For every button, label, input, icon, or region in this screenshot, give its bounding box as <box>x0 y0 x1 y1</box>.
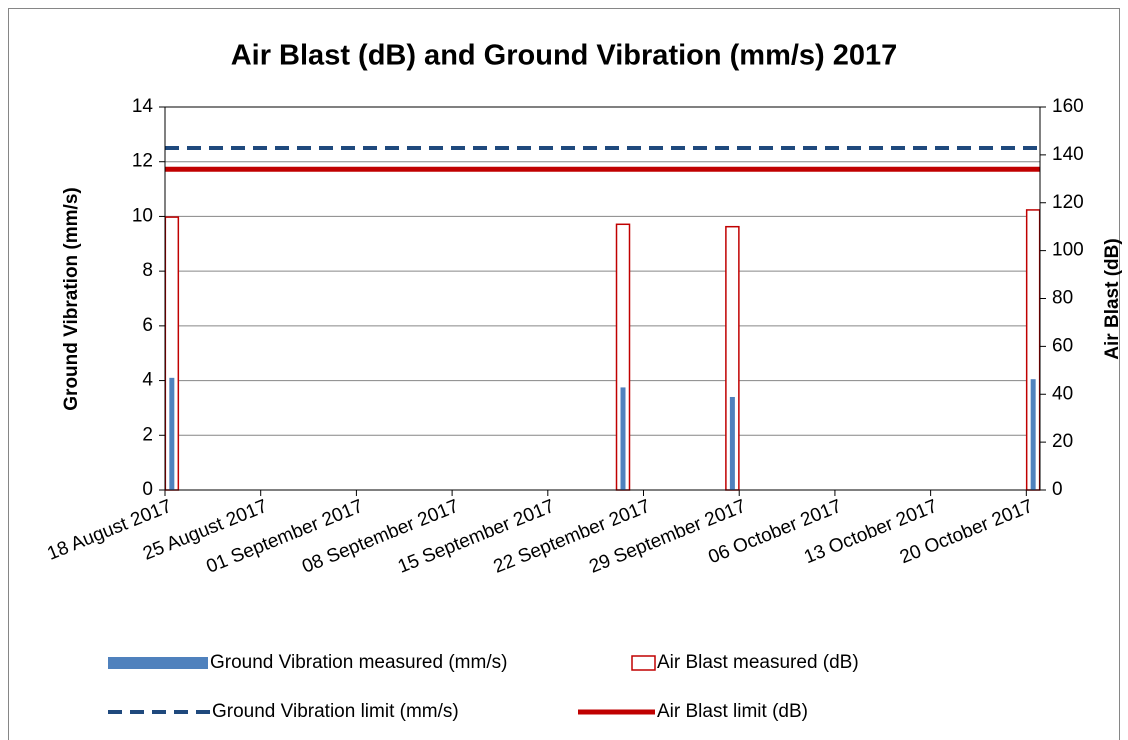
chart-title: Air Blast (dB) and Ground Vibration (mm/… <box>231 40 898 72</box>
y-tick-label: 0 <box>142 479 153 500</box>
y-tick-label: 14 <box>132 96 154 117</box>
legend-label: Air Blast limit (dB) <box>657 701 808 722</box>
legend-swatch <box>631 655 656 671</box>
y2-tick-label: 80 <box>1052 288 1073 309</box>
y2-axis-title: Air Blast (dB) <box>1102 238 1123 359</box>
y2-tick-label: 160 <box>1052 96 1084 117</box>
y2-tick-label: 0 <box>1052 479 1063 500</box>
plot-area <box>164 106 1041 491</box>
y-tick-label: 12 <box>132 151 153 172</box>
y-tick-label: 8 <box>142 260 153 281</box>
legend-label: Ground Vibration measured (mm/s) <box>210 652 507 673</box>
legend-label: Air Blast measured (dB) <box>657 652 859 673</box>
y2-tick-label: 60 <box>1052 335 1073 356</box>
bar <box>169 377 175 490</box>
y2-tick-label: 20 <box>1052 431 1073 452</box>
y-tick-label: 4 <box>142 370 153 391</box>
bar <box>729 396 735 490</box>
chart-frame <box>8 8 1120 740</box>
legend-swatch <box>108 657 208 669</box>
bar <box>1030 379 1036 490</box>
y-tick-label: 10 <box>132 205 153 226</box>
y-tick-label: 6 <box>142 315 153 336</box>
y2-tick-label: 120 <box>1052 192 1084 213</box>
y2-tick-label: 140 <box>1052 144 1084 165</box>
y-axis-title: Ground Vibration (mm/s) <box>61 187 82 410</box>
y2-tick-label: 100 <box>1052 240 1084 261</box>
y2-tick-label: 40 <box>1052 383 1073 404</box>
y-tick-label: 2 <box>142 424 153 445</box>
legend-label: Ground Vibration limit (mm/s) <box>212 701 459 722</box>
bar <box>620 387 626 490</box>
